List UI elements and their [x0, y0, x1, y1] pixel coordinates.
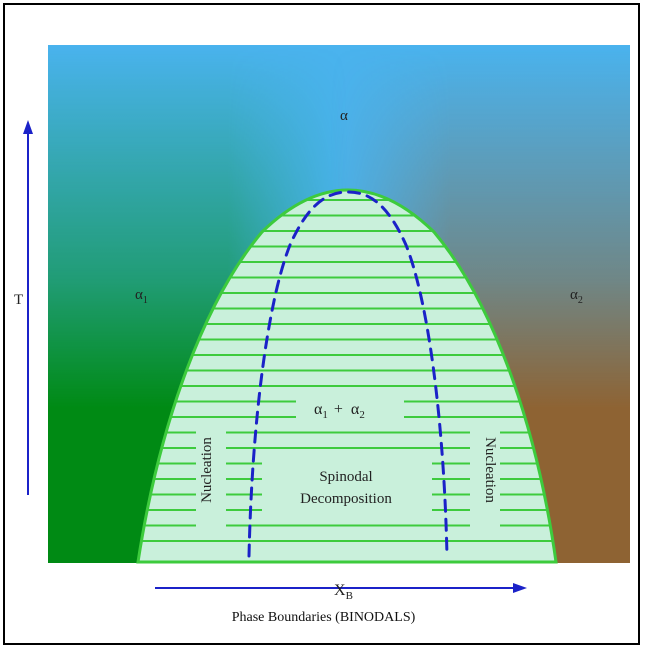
- nucleation-left-label: Nucleation: [199, 437, 215, 503]
- diagram-caption: Phase Boundaries (BINODALS): [231, 610, 416, 625]
- nucleation-right-label: Nucleation: [482, 437, 498, 503]
- spinodal-label-line1: Spinodal: [319, 469, 372, 485]
- alpha2-label: α2: [570, 287, 583, 306]
- alpha1-label: α1: [135, 287, 148, 306]
- binodal-dome: [136, 188, 558, 564]
- t-axis-arrow: [23, 120, 33, 495]
- spinodal-label-line2: Decomposition: [300, 491, 392, 507]
- t-axis-label: T: [14, 292, 23, 308]
- xb-axis-label: XB: [334, 582, 353, 602]
- spinodal-curve: [247, 190, 449, 558]
- xb-axis-arrow: [155, 583, 527, 593]
- alpha-label: α: [340, 108, 348, 124]
- two-phase-label: α1 + α2: [314, 401, 365, 421]
